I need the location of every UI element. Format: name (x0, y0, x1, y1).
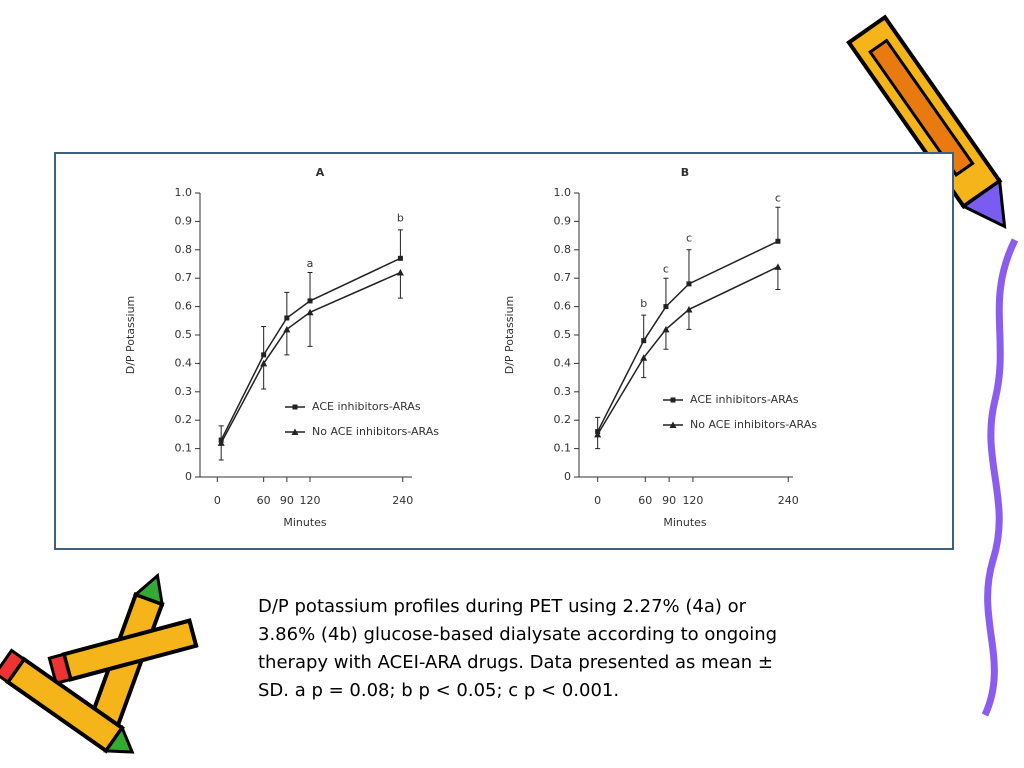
y-tick-label: 0.4 (554, 356, 572, 369)
y-tick-label: 0.4 (175, 356, 193, 369)
y-tick-label: 0 (185, 470, 192, 483)
legend-label: ACE inhibitors-ARAs (690, 393, 799, 406)
error-bar (775, 206, 781, 242)
marker (307, 298, 313, 304)
y-tick-label: 0.7 (554, 271, 572, 284)
x-tick-label: 0 (594, 494, 601, 507)
x-tick-label: 60 (638, 494, 652, 507)
pencil-top-right (846, 14, 1007, 230)
y-tick-label: 0.5 (175, 328, 193, 341)
annotation: c (775, 192, 781, 205)
y-tick-label: 0.6 (175, 300, 193, 313)
legend-label: ACE inhibitors-ARAs (312, 400, 421, 413)
y-tick-label: 0.8 (554, 243, 572, 256)
marker (594, 430, 602, 438)
error-bar (397, 272, 403, 299)
error-bar (641, 357, 647, 379)
y-tick-label: 0.9 (554, 214, 572, 227)
x-tick-label: 120 (682, 494, 703, 507)
x-tick-label: 240 (392, 494, 413, 507)
y-tick-label: 0.6 (554, 300, 572, 313)
x-tick-label: 120 (300, 494, 321, 507)
squiggle (981, 238, 1019, 717)
x-axis-label: Minutes (283, 516, 327, 529)
marker (774, 263, 782, 270)
figure-frame (54, 152, 954, 550)
marker (670, 397, 676, 403)
error-bar (663, 329, 669, 350)
y-tick-label: 0.2 (175, 413, 193, 426)
y-tick-label: 0.5 (554, 328, 572, 341)
y-tick-label: 1.0 (175, 186, 193, 199)
annotation: b (640, 297, 647, 310)
x-tick-label: 60 (257, 494, 271, 507)
marker (663, 304, 669, 310)
marker (291, 428, 299, 435)
error-bar (397, 229, 403, 259)
y-tick-label: 0.2 (554, 413, 572, 426)
y-tick-label: 0 (564, 470, 571, 483)
marker (640, 354, 648, 361)
legend-label: No ACE inhibitors-ARAs (312, 425, 439, 438)
caption-line: therapy with ACEI-ARA drugs. Data presen… (258, 652, 773, 673)
x-tick-label: 90 (662, 494, 676, 507)
x-tick-label: 0 (214, 494, 221, 507)
error-bar (686, 249, 692, 284)
y-axis-label: D/P Potassium (124, 296, 137, 375)
error-bar (663, 277, 669, 307)
y-tick-label: 0.3 (175, 385, 193, 398)
error-bar (307, 272, 313, 301)
error-bar (284, 291, 290, 318)
marker (260, 359, 268, 367)
error-bar (641, 314, 647, 341)
annotation: c (686, 231, 692, 244)
marker (662, 325, 670, 333)
y-axis-label: D/P Potassium (503, 296, 516, 375)
marker (775, 238, 781, 244)
error-bar (284, 329, 290, 356)
caption-line: 3.86% (4b) glucose-based dialysate accor… (258, 624, 777, 645)
marker (685, 305, 693, 313)
y-tick-label: 0.3 (554, 385, 572, 398)
marker (397, 255, 403, 261)
marker (306, 308, 314, 316)
marker (686, 281, 692, 287)
annotation: c (663, 263, 669, 276)
x-tick-label: 240 (778, 494, 799, 507)
annotation: a (307, 257, 314, 270)
y-tick-label: 0.1 (175, 442, 193, 455)
y-tick-label: 0.8 (175, 243, 193, 256)
marker (261, 352, 267, 358)
y-tick-label: 0.9 (175, 214, 193, 227)
marker (283, 325, 291, 333)
legend-label: No ACE inhibitors-ARAs (690, 418, 817, 431)
marker (284, 315, 290, 321)
chart-title: A (316, 166, 325, 179)
x-axis-label: Minutes (663, 516, 707, 529)
pencils-bottom-left (0, 572, 199, 754)
annotation: b (397, 212, 404, 225)
caption-line: D/P potassium profiles during PET using … (258, 596, 747, 617)
marker (641, 338, 647, 344)
error-bar (261, 325, 267, 355)
marker (217, 439, 225, 446)
marker (396, 269, 404, 276)
chart-title: B (681, 166, 689, 179)
error-bar (307, 312, 313, 347)
y-tick-label: 0.1 (554, 442, 572, 455)
marker (292, 404, 298, 410)
error-bar (686, 309, 692, 330)
marker (669, 421, 677, 428)
error-bar (775, 266, 781, 291)
x-tick-label: 90 (280, 494, 294, 507)
error-bar (261, 363, 267, 390)
y-tick-label: 1.0 (554, 186, 572, 199)
caption-line: SD. a p = 0.08; b p < 0.05; c p < 0.001. (258, 680, 619, 701)
y-tick-label: 0.7 (175, 271, 193, 284)
